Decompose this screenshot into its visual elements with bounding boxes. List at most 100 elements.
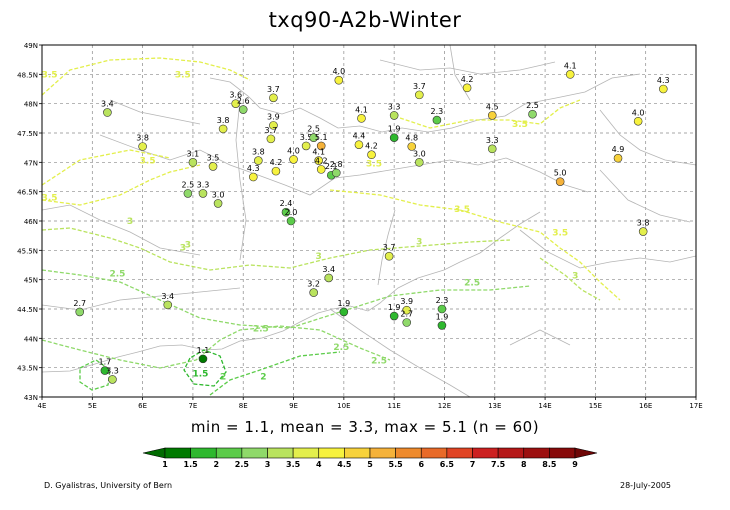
lon-tick-label: 12E (438, 402, 451, 410)
station-marker (231, 99, 240, 108)
contour-label: 3.5 (552, 229, 568, 239)
contour-label: 2 (260, 372, 266, 382)
boundary-line (377, 209, 396, 286)
contour-label: 1.5 (192, 369, 208, 379)
station-marker (266, 134, 276, 144)
lon-tick-label: 15E (589, 402, 602, 410)
station-marker (389, 111, 399, 120)
station-value-label: 1.9 (337, 299, 350, 308)
boundary-line (109, 99, 201, 125)
station-marker (108, 375, 117, 384)
station-marker (75, 307, 85, 317)
contour-line (41, 164, 201, 206)
station-marker (316, 141, 326, 151)
station-marker (248, 172, 258, 182)
lon-tick-label: 8E (239, 402, 248, 410)
station-marker (389, 311, 399, 321)
contour-label: 2.5 (109, 270, 125, 280)
station-value-label: 4.9 (612, 145, 625, 154)
boundary-line (41, 287, 241, 311)
contour-label: 2.5 (333, 343, 349, 353)
colorbar-swatch (369, 447, 396, 459)
station-marker (462, 83, 472, 93)
contour-label: 3.5 (512, 120, 528, 130)
contour-label: 2.5 (253, 324, 269, 334)
station-value-label: 2.5 (526, 101, 539, 110)
station-value-label: 2.0 (285, 208, 298, 217)
colorbar-label: 5.5 (389, 460, 404, 469)
station-marker (487, 144, 497, 154)
station-marker (314, 156, 323, 165)
contour-label: 3.5 (42, 193, 58, 203)
station-marker (357, 114, 366, 123)
station-marker (415, 158, 424, 167)
station-value-label: 3.8 (637, 219, 650, 228)
contour-label: 3.5 (175, 70, 191, 80)
station-value-label: 1.9 (388, 303, 401, 312)
lat-tick-label: 48.5N (17, 71, 38, 79)
boundary-line (519, 229, 697, 269)
station-value-label: 2.3 (431, 107, 444, 116)
boundary-line (41, 211, 541, 373)
lat-tick-label: 48N (24, 101, 38, 109)
station-value-label: 3.5 (207, 153, 220, 162)
station-value-label: 3.0 (212, 190, 225, 199)
boundary-line (41, 204, 201, 256)
colorbar-label: 4.5 (337, 460, 352, 469)
lat-tick-label: 47.5N (17, 130, 38, 138)
colorbar-swatch (497, 447, 525, 459)
station-marker (289, 155, 298, 164)
lon-tick-label: 6E (138, 402, 147, 410)
station-marker (437, 321, 447, 330)
station-marker (138, 142, 147, 151)
station-value-label: 2.8 (330, 160, 343, 169)
contour-line (41, 325, 391, 369)
colorbar: 1 1.5 2 2.5 3 3.5 4 4.5 5 5.5 6 6.5 7 7.5 8 8.5 9 (142, 447, 598, 469)
station-value-label: 1.9 (388, 125, 401, 134)
station-value-label: 4.4 (353, 132, 366, 141)
station-marker (407, 142, 417, 151)
station-value-label: 3.9 (267, 112, 280, 121)
station-marker (354, 140, 364, 150)
boundary-line (209, 73, 641, 133)
colorbar-label: 5 (367, 460, 373, 469)
colorbar-swatch (395, 447, 422, 459)
station-marker (198, 354, 208, 364)
colorbar-swatch (164, 447, 191, 459)
station-value-label: 2.6 (237, 97, 250, 106)
lat-tick-label: 47N (24, 159, 38, 167)
station-value-label: 3.3 (106, 366, 119, 375)
boundary-line (449, 44, 471, 101)
station-value-label: 4.0 (632, 108, 645, 117)
station-marker (271, 166, 281, 176)
colorbar-label: 2 (213, 460, 219, 469)
colorbar-label: 6 (418, 460, 424, 469)
station-marker (281, 207, 291, 217)
station-value-label: 3.7 (267, 85, 280, 94)
station-value-label: 3.0 (413, 149, 426, 158)
contour-label: 3 (316, 252, 322, 262)
contour-label: 3 (127, 217, 133, 227)
lon-tick-label: 9E (289, 402, 298, 410)
colorbar-label: 8.5 (542, 460, 557, 469)
contour-label: 2 (220, 372, 226, 382)
contour-label: 3 (185, 240, 191, 250)
lon-tick-label: 17E (689, 402, 702, 410)
statistics-summary: min = 1.1, mean = 3.3, max = 5.1 (n = 60… (190, 418, 540, 436)
contour-label: 3.5 (140, 157, 156, 167)
station-markers: 3.43.83.1 3.52.5 3.33.03.62.63.83.73.93.73… (73, 61, 670, 384)
station-marker (254, 156, 263, 165)
station-marker (208, 162, 218, 171)
contour-line (399, 99, 581, 129)
colorbar-label: 3.5 (286, 460, 301, 469)
station-marker (384, 251, 394, 261)
lon-tick-label: 4E (38, 402, 47, 410)
station-marker (334, 75, 344, 85)
colorbar-label: 6.5 (440, 460, 455, 469)
colorbar-swatch (446, 447, 473, 459)
colorbar-label: 1 (162, 460, 168, 469)
colorbar-swatch (472, 447, 499, 459)
contour-lines (41, 57, 621, 396)
station-value-label: 3.3 (197, 180, 210, 189)
